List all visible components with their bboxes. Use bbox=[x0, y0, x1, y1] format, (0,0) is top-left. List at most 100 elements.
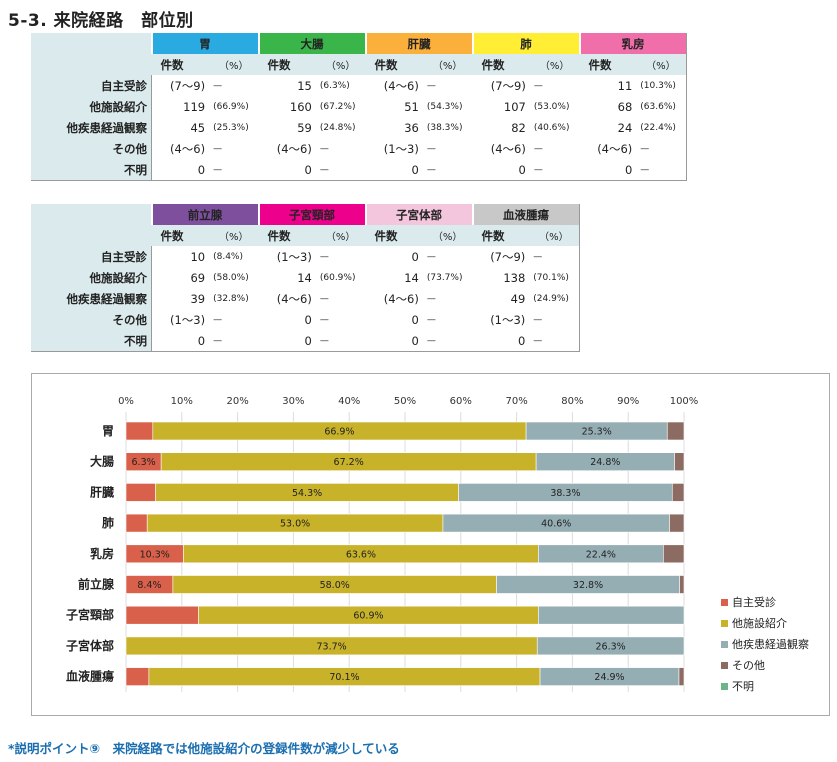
pct-cell: (10.3%) bbox=[636, 75, 687, 96]
pct-cell: — bbox=[209, 159, 259, 181]
count-cell: 59 bbox=[297, 120, 312, 135]
legend-swatch bbox=[721, 599, 728, 606]
row-label: 自主受診 bbox=[31, 246, 152, 267]
count-cell: 69 bbox=[151, 267, 210, 288]
table-corner bbox=[31, 225, 152, 246]
bar-segment bbox=[679, 575, 685, 594]
data-label: 24.9% bbox=[594, 672, 624, 683]
table-row: その他 (4〜6) — (4〜6) — (1〜3) — (4〜6) — (4〜6) — bbox=[31, 138, 687, 159]
count-subheader: 件数 bbox=[472, 54, 530, 75]
pct-cell: — bbox=[319, 251, 329, 262]
table-row: 不明 0—0—0—0— bbox=[31, 330, 580, 352]
count-cell: 10 bbox=[151, 246, 210, 267]
pct-cell: — bbox=[529, 330, 580, 352]
data-label: 60.9% bbox=[353, 611, 383, 622]
pct-cell: — bbox=[529, 159, 580, 181]
count-cell: 36 bbox=[404, 120, 419, 135]
category-label: 血液腫瘍 bbox=[66, 669, 114, 684]
column-header: 子宮体部 bbox=[364, 204, 473, 225]
count-cell: 138 bbox=[503, 270, 526, 285]
table-row: 他疾患経過観察 39 (32.8%) (4〜6) — (4〜6) — 49 (24.9%) bbox=[31, 288, 580, 309]
pct-cell: (38.3%) bbox=[426, 122, 463, 133]
count-subheader: 件数 bbox=[472, 225, 530, 246]
bar-segment bbox=[125, 483, 156, 502]
row-label: 他疾患経過観察 bbox=[31, 117, 152, 138]
data-label: 8.4% bbox=[137, 580, 161, 591]
count-subheader: 件数 bbox=[365, 54, 423, 75]
count-cell: 51 bbox=[404, 99, 419, 114]
count-cell: (1〜3) bbox=[151, 309, 210, 330]
category-label: 肺 bbox=[102, 515, 114, 530]
bar-segment bbox=[666, 421, 685, 441]
count-cell: (4〜6) bbox=[383, 291, 419, 306]
data-label: 63.6% bbox=[346, 549, 376, 560]
count-subheader: 件数 bbox=[258, 54, 316, 75]
x-tick-label: 80% bbox=[561, 396, 583, 407]
count-cell: 0 bbox=[151, 159, 210, 181]
table-corner bbox=[31, 54, 152, 75]
table-corner bbox=[31, 204, 152, 225]
pct-cell: (63.6%) bbox=[636, 96, 687, 117]
count-subheader: 件数 bbox=[258, 225, 316, 246]
count-cell: (7〜9) bbox=[151, 75, 210, 96]
count-cell: 0 bbox=[579, 159, 637, 181]
count-cell: 0 bbox=[411, 312, 419, 327]
legend-label: 不明 bbox=[732, 680, 754, 693]
pct-cell: — bbox=[319, 293, 329, 304]
bar-segment bbox=[538, 605, 685, 625]
data-label: 10.3% bbox=[140, 549, 170, 560]
count-cell: (4〜6) bbox=[151, 138, 210, 159]
category-label: 乳房 bbox=[90, 546, 114, 561]
table-row: 自主受診 10 (8.4%) (1〜3) —0— (7〜9) — bbox=[31, 246, 580, 267]
x-tick-label: 0% bbox=[118, 396, 134, 407]
data-label: 66.9% bbox=[324, 427, 354, 438]
count-cell: 119 bbox=[151, 96, 210, 117]
bar-segment bbox=[125, 605, 199, 625]
legend-label: 他施設紹介 bbox=[732, 616, 787, 630]
legend-swatch bbox=[721, 662, 728, 669]
count-subheader: 件数 bbox=[151, 225, 210, 246]
pct-cell: — bbox=[529, 309, 580, 330]
pct-cell: — bbox=[213, 80, 223, 91]
column-header: 肝臓 bbox=[364, 33, 473, 54]
pct-subheader: （%） bbox=[636, 54, 687, 75]
column-header: 子宮頸部 bbox=[257, 204, 366, 225]
count-cell: (1〜3) bbox=[383, 141, 419, 156]
count-cell: (7〜9) bbox=[490, 249, 526, 264]
x-tick-label: 70% bbox=[505, 396, 527, 407]
count-cell: 0 bbox=[304, 312, 312, 327]
row-label: その他 bbox=[31, 138, 152, 159]
pct-cell: — bbox=[319, 314, 329, 325]
row-label: 他疾患経過観察 bbox=[31, 288, 152, 309]
x-tick-label: 40% bbox=[338, 396, 360, 407]
count-cell: (4〜6) bbox=[383, 78, 419, 93]
pct-subheader: （%） bbox=[422, 225, 473, 246]
pct-cell: (22.4%) bbox=[636, 117, 687, 138]
x-tick-label: 50% bbox=[394, 396, 416, 407]
data-label: 25.3% bbox=[582, 427, 612, 438]
data-label: 73.7% bbox=[317, 641, 347, 652]
bar-segment bbox=[669, 513, 685, 533]
count-cell: 0 bbox=[258, 159, 316, 181]
pct-cell: — bbox=[426, 251, 436, 262]
table-row: 他施設紹介 69 (58.0%) 14 (60.9%) 14 (73.7%) 138 (70.1… bbox=[31, 267, 580, 288]
pct-cell: — bbox=[533, 80, 543, 91]
legend-swatch bbox=[721, 683, 728, 690]
pct-cell: (25.3%) bbox=[213, 122, 249, 133]
x-tick-label: 30% bbox=[282, 396, 304, 407]
table-row: 他施設紹介 119 (66.9%) 160 (67.2%) 51 (54.3%) 107 (53… bbox=[31, 96, 687, 117]
pct-cell: — bbox=[213, 314, 223, 325]
bar-segment bbox=[536, 636, 685, 656]
count-subheader: 件数 bbox=[365, 225, 423, 246]
row-label: 他施設紹介 bbox=[31, 96, 152, 117]
pct-cell: — bbox=[529, 246, 580, 267]
category-label: 大腸 bbox=[90, 454, 114, 469]
count-cell: 39 bbox=[151, 288, 210, 309]
bar-segment bbox=[678, 667, 685, 686]
count-cell: 160 bbox=[289, 99, 312, 114]
row-label: 不明 bbox=[31, 159, 152, 181]
data-label: 24.8% bbox=[590, 457, 620, 468]
route-table-top: 胃大腸 肝臓肺乳房 件数 （%） 件数 （%） 件数 （%） 件数 （%） 件数 （%） 自主受診 (7〜… bbox=[31, 33, 687, 181]
pct-subheader: （%） bbox=[209, 225, 259, 246]
data-label: 26.3% bbox=[596, 641, 626, 652]
